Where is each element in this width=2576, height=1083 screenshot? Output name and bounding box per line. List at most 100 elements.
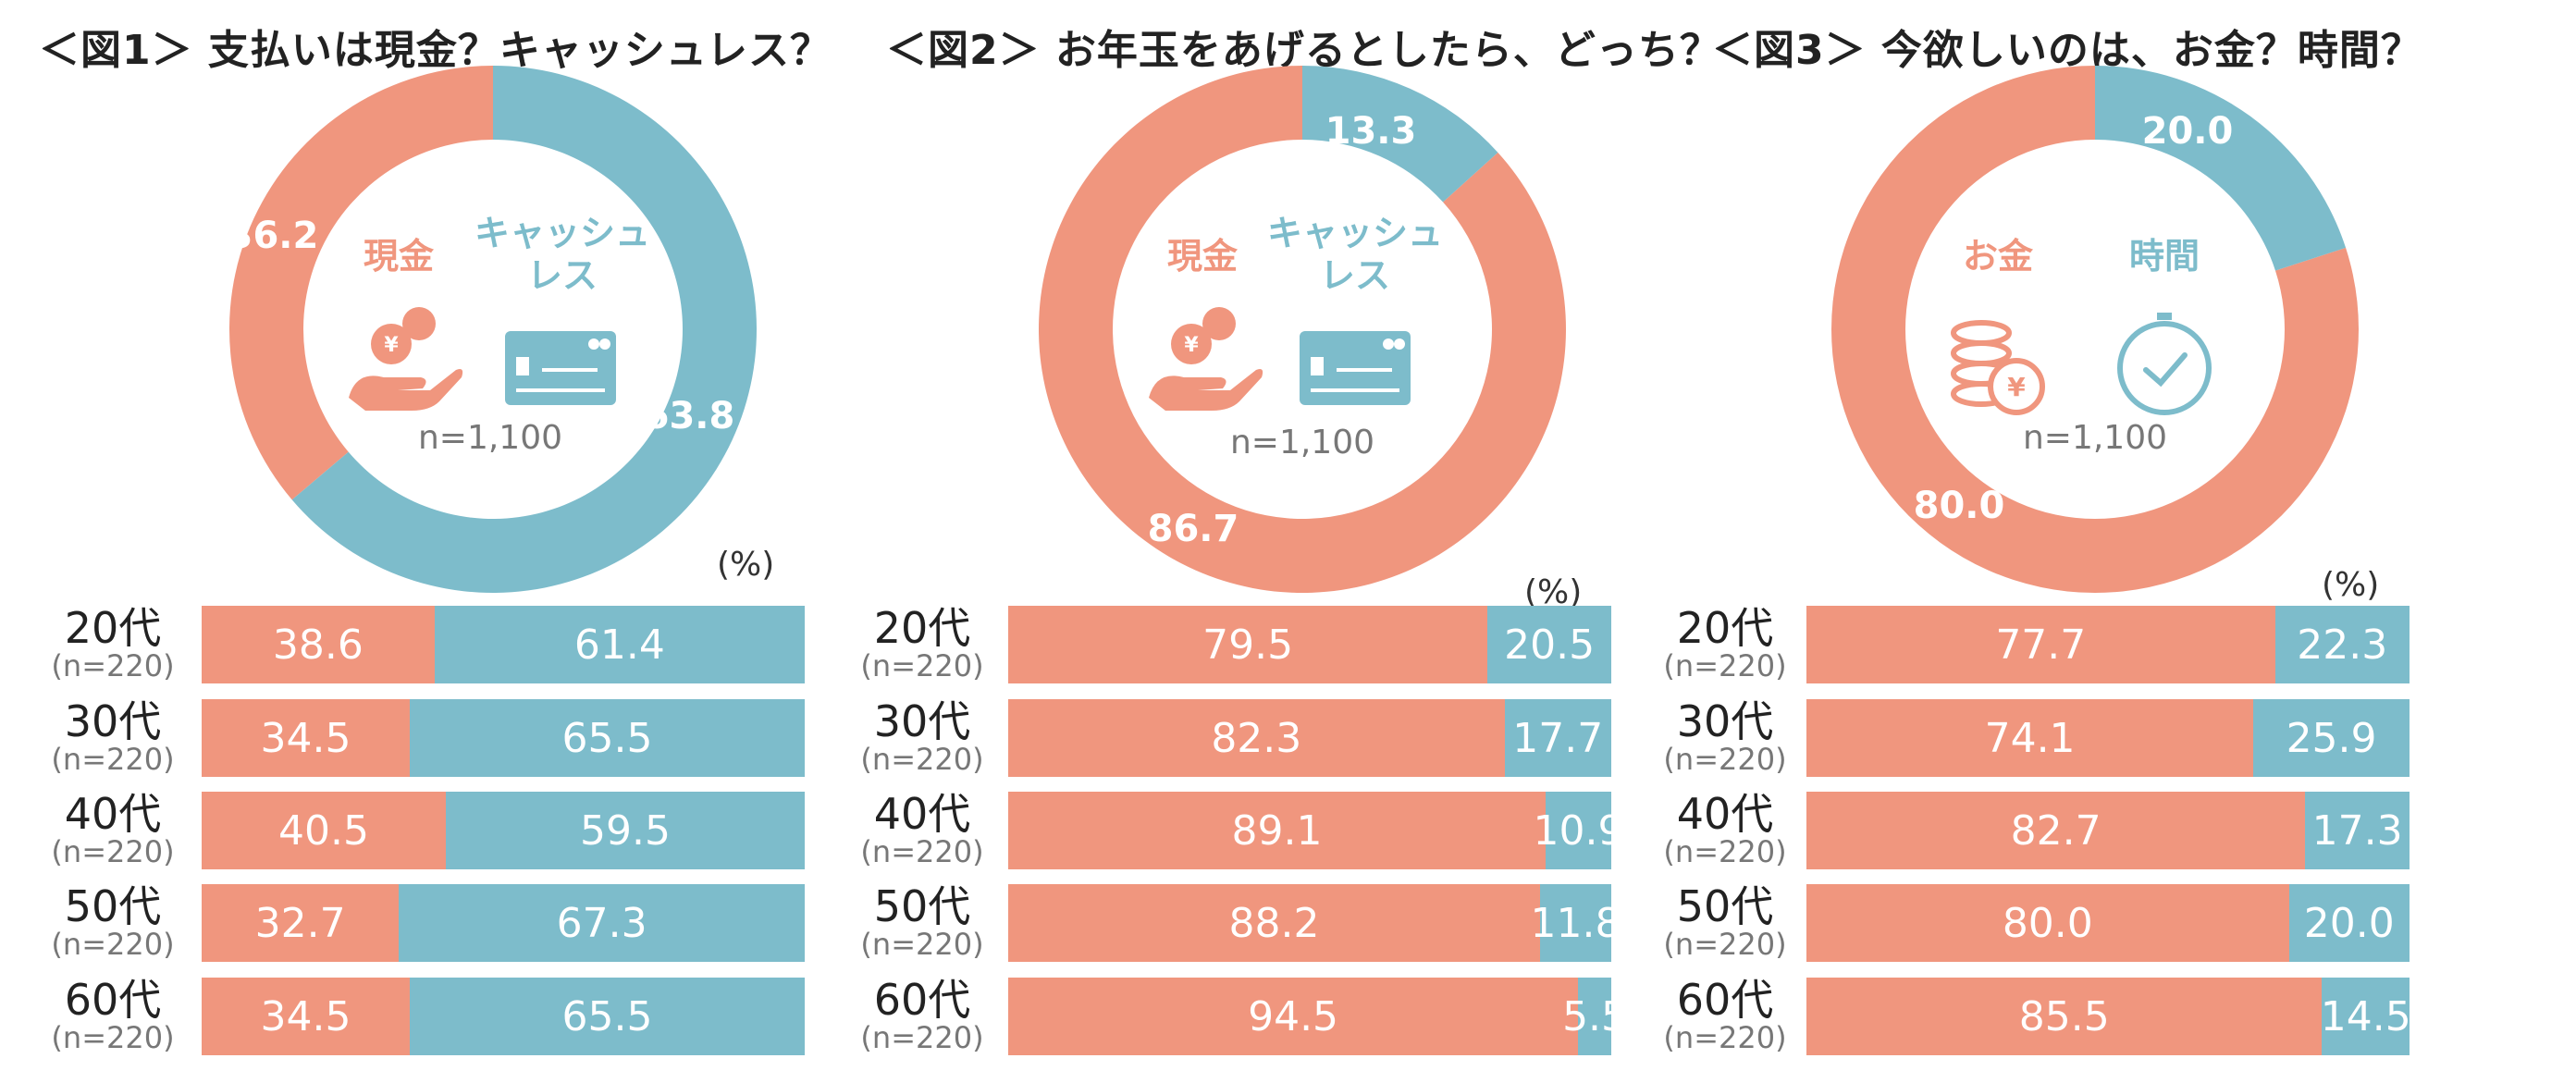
age-group-label: 20代 bbox=[1676, 603, 1774, 653]
stacked-bar: 32.7 67.3 bbox=[202, 884, 805, 962]
age-group-n-label: (n=220) bbox=[860, 1020, 984, 1055]
age-group-label: 60代 bbox=[1676, 975, 1774, 1025]
bar-segment-現金: 38.6 bbox=[202, 606, 435, 683]
donut-slice-キャッシュレス bbox=[1302, 66, 1498, 203]
bar-segment-キャッシュレス: 67.3 bbox=[399, 884, 805, 962]
age-group-n-label: (n=220) bbox=[1663, 834, 1787, 869]
bar-segment-お金: 85.5 bbox=[1806, 978, 2323, 1055]
age-group-n-label: (n=220) bbox=[860, 834, 984, 869]
age-group-label: 50代 bbox=[1676, 881, 1774, 931]
bar-segment-現金: 32.7 bbox=[202, 884, 400, 962]
sample-size-label: n=1,100 bbox=[418, 419, 562, 457]
bar-segment-キャッシュレス: 59.5 bbox=[446, 792, 805, 869]
age-group-n-label: (n=220) bbox=[51, 742, 175, 777]
age-group-label: 20代 bbox=[64, 603, 162, 653]
bar-segment-時間: 17.3 bbox=[2305, 792, 2410, 869]
age-group-n-label: (n=220) bbox=[860, 742, 984, 777]
age-group-n-label: (n=220) bbox=[51, 834, 175, 869]
donut-value-label: 13.3 bbox=[1325, 110, 1417, 153]
bar-segment-キャッシュレス: 61.4 bbox=[434, 606, 805, 683]
bar-segment-お金: 82.7 bbox=[1806, 792, 2306, 869]
chart-title-1: ＜図1＞ 支払いは現金？キャッシュレス？ bbox=[39, 27, 832, 74]
unit-label: (%) bbox=[1524, 573, 1583, 611]
stacked-bar: 80.0 20.0 bbox=[1806, 884, 2410, 962]
donut-category-label: 現金 bbox=[1167, 236, 1239, 277]
donut-value-label: 80.0 bbox=[1914, 485, 2005, 527]
stacked-bar: 34.5 65.5 bbox=[202, 978, 805, 1055]
stacked-bar: 77.7 22.3 bbox=[1806, 606, 2410, 683]
age-group-label: 50代 bbox=[873, 881, 971, 931]
donut-slice-現金 bbox=[229, 66, 493, 500]
bar-segment-キャッシュレス: 65.5 bbox=[409, 699, 805, 777]
coins-yen-icon: ¥ bbox=[1951, 320, 2045, 415]
age-group-label: 40代 bbox=[873, 789, 971, 839]
age-group-n-label: (n=220) bbox=[860, 648, 984, 683]
bar-segment-キャッシュレス: 20.5 bbox=[1487, 606, 1611, 683]
age-group-label: 20代 bbox=[873, 603, 971, 653]
bar-segment-お金: 74.1 bbox=[1806, 699, 2254, 777]
bar-segment-現金: 79.5 bbox=[1008, 606, 1488, 683]
donut-slice-時間 bbox=[2095, 66, 2347, 271]
donut-slice-キャッシュレス bbox=[291, 66, 757, 593]
stacked-bar: 74.1 25.9 bbox=[1806, 699, 2410, 777]
age-group-label: 30代 bbox=[873, 696, 971, 746]
bar-segment-現金: 34.5 bbox=[202, 699, 410, 777]
donut-category-label: キャッシュレス bbox=[475, 213, 650, 296]
stacked-bar: 85.5 14.5 bbox=[1806, 978, 2411, 1055]
chart-title-3: ＜図3＞ 今欲しいのは、お金？時間？ bbox=[1712, 27, 2422, 74]
stacked-bar: 88.2 11.8 bbox=[1008, 884, 1621, 962]
age-group-n-label: (n=220) bbox=[860, 927, 984, 962]
donut-chart-2: 86.7 現金 ¥13.3 キャッシュレス n=1,100 bbox=[1039, 66, 1567, 593]
stacked-bar: 89.1 10.9 bbox=[1008, 792, 1623, 869]
age-group-label: 40代 bbox=[64, 789, 162, 839]
bar-segment-現金: 82.3 bbox=[1008, 699, 1505, 777]
bar-segment-キャッシュレス: 65.5 bbox=[409, 978, 805, 1055]
age-group-n-label: (n=220) bbox=[1663, 648, 1787, 683]
bar-segment-キャッシュレス: 10.9 bbox=[1533, 792, 1623, 869]
sample-size-label: n=1,100 bbox=[1230, 424, 1374, 462]
donut-category-label: キャッシュレス bbox=[1267, 213, 1443, 296]
age-group-n-label: (n=220) bbox=[51, 648, 175, 683]
age-group-n-label: (n=220) bbox=[1663, 927, 1787, 962]
age-group-n-label: (n=220) bbox=[51, 1020, 175, 1055]
stacked-bar: 34.5 65.5 bbox=[202, 699, 805, 777]
bar-segment-現金: 88.2 bbox=[1008, 884, 1541, 962]
bar-segment-キャッシュレス: 11.8 bbox=[1531, 884, 1621, 962]
bar-segment-お金: 80.0 bbox=[1806, 884, 2289, 962]
bar-segment-現金: 94.5 bbox=[1008, 978, 1579, 1055]
svg-text:¥: ¥ bbox=[384, 334, 399, 357]
age-group-label: 60代 bbox=[873, 975, 971, 1025]
bar-segment-時間: 20.0 bbox=[2288, 884, 2410, 962]
donut-value-label: 86.7 bbox=[1148, 508, 1239, 550]
bar-segment-現金: 34.5 bbox=[202, 978, 410, 1055]
stacked-bar: 40.5 59.5 bbox=[202, 792, 805, 869]
unit-label: (%) bbox=[717, 546, 775, 584]
svg-text:¥: ¥ bbox=[1184, 334, 1199, 357]
age-group-n-label: (n=220) bbox=[51, 927, 175, 962]
age-group-n-label: (n=220) bbox=[1663, 742, 1787, 777]
age-group-label: 30代 bbox=[1676, 696, 1774, 746]
donut-category-label: 時間 bbox=[2129, 236, 2200, 277]
clock-icon bbox=[2117, 313, 2212, 415]
sample-size-label: n=1,100 bbox=[2023, 419, 2167, 457]
stacked-bar: 79.5 20.5 bbox=[1008, 606, 1611, 683]
age-group-label: 50代 bbox=[64, 881, 162, 931]
bar-segment-現金: 89.1 bbox=[1008, 792, 1546, 869]
bar-segment-時間: 22.3 bbox=[2274, 606, 2410, 683]
donut-value-label: 63.8 bbox=[644, 395, 735, 437]
svg-text:¥: ¥ bbox=[2007, 372, 2026, 402]
stacked-bar: 82.3 17.7 bbox=[1008, 699, 1611, 777]
stacked-bar: 38.6 61.4 bbox=[202, 606, 805, 683]
donut-chart-3: 80.0 お金 ¥20.0 時間 n=1,100 bbox=[1831, 66, 2359, 593]
donut-chart-1: 36.2 現金 ¥63.8 キャッシュレス n=1,100 bbox=[229, 66, 757, 593]
hand-coin-yen-icon: ¥ bbox=[349, 307, 463, 411]
bar-segment-時間: 25.9 bbox=[2253, 699, 2410, 777]
credit-card-icon bbox=[505, 331, 616, 405]
age-group-label: 30代 bbox=[64, 696, 162, 746]
donut-value-label: 20.0 bbox=[2142, 110, 2234, 153]
bar-segment-お金: 77.7 bbox=[1806, 606, 2275, 683]
age-group-n-label: (n=220) bbox=[1663, 1020, 1787, 1055]
age-group-label: 60代 bbox=[64, 975, 162, 1025]
